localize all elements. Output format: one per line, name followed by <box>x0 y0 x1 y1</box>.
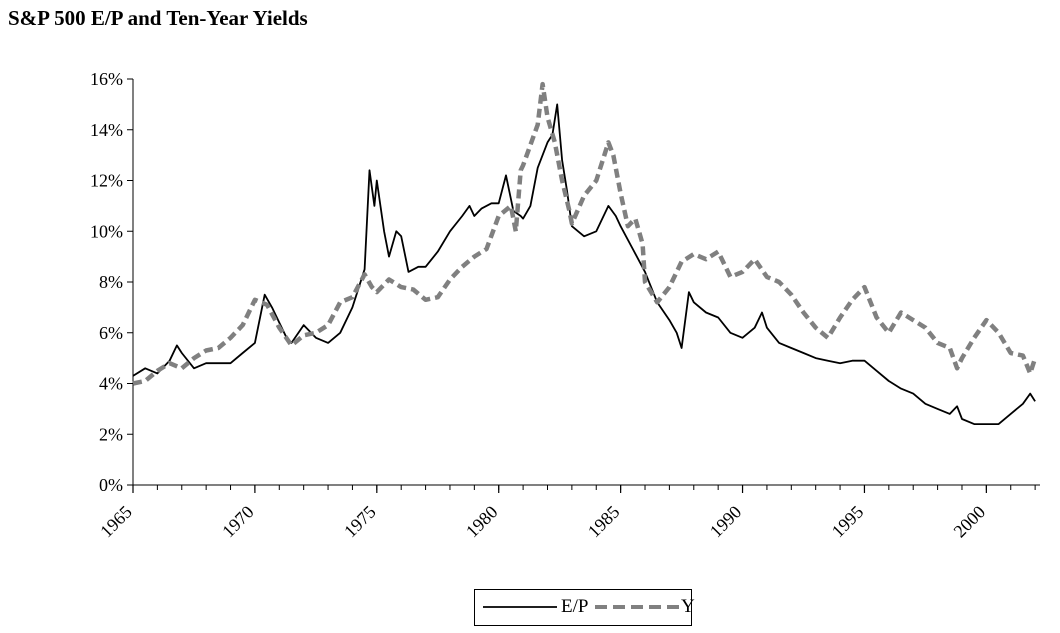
y-tick-label: 8% <box>99 272 123 292</box>
x-tick-label: 1970 <box>218 502 258 542</box>
x-tick-label: 2000 <box>950 502 990 542</box>
legend-label-ep: E/P <box>561 596 589 617</box>
x-tick-label: 1985 <box>584 502 624 542</box>
series-line-y <box>132 81 1038 386</box>
y-tick-label: 14% <box>90 120 123 140</box>
y-tick-label: 0% <box>99 475 123 495</box>
y-tick-label: 6% <box>99 323 123 343</box>
chart-title: S&P 500 E/P and Ten-Year Yields <box>8 6 308 30</box>
series-line-e-p <box>132 103 1036 425</box>
x-tick-label: 1975 <box>340 502 380 542</box>
legend-entry-y: Y <box>593 590 695 625</box>
x-tick-label: 1965 <box>96 502 136 542</box>
legend: E/P Y <box>474 589 695 626</box>
y-tick-label: 10% <box>90 221 123 241</box>
legend-entry-ep: E/P <box>481 590 588 625</box>
y-tick-label: 12% <box>90 171 123 191</box>
x-tick-label: 1990 <box>706 502 746 542</box>
y-tick-label: 4% <box>99 374 123 394</box>
x-tick-label: 1980 <box>462 502 502 542</box>
x-tick-label: 1995 <box>828 502 868 542</box>
y-tick-label: 16% <box>90 69 123 89</box>
y-tick-label: 2% <box>99 424 123 444</box>
legend-label-y: Y <box>681 596 695 617</box>
